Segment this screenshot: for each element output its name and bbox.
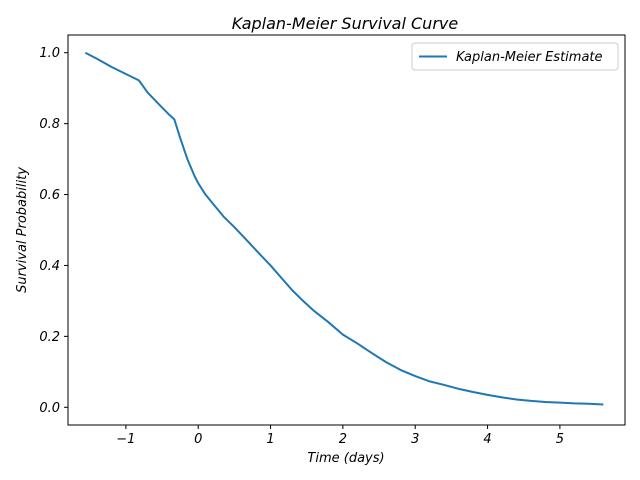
legend-box <box>411 42 619 71</box>
series-layer <box>84 51 604 406</box>
y-tick-label: 0.8 <box>39 117 60 132</box>
legend-label: Kaplan-Meier Estimate <box>456 50 603 65</box>
y-tick-label: 0.6 <box>39 188 60 203</box>
y-axis-ticks: 0.0 0.2 0.4 0.6 0.8 1.0 <box>39 46 68 416</box>
x-tick-label: 4 <box>483 432 491 447</box>
x-tick-label: −1 <box>116 432 135 447</box>
x-tick-label: 2 <box>339 432 347 447</box>
x-tick-label: 3 <box>411 432 419 447</box>
y-tick-label: 0.4 <box>39 259 60 274</box>
chart-title: Kaplan-Meier Survival Curve <box>232 14 459 33</box>
legend: Kaplan-Meier Estimate <box>411 42 619 71</box>
plot-area <box>67 34 626 426</box>
x-tick-label: 1 <box>266 432 274 447</box>
x-tick-label: 0 <box>194 432 202 447</box>
y-tick-label: 0.2 <box>39 330 60 345</box>
y-tick-label: 0.0 <box>39 401 60 416</box>
x-axis-ticks: −1 0 1 2 3 4 5 <box>116 425 564 447</box>
series-line <box>84 51 604 406</box>
x-tick-label: 5 <box>556 432 564 447</box>
y-tick-label: 1.0 <box>39 46 60 61</box>
x-axis-label: Time (days) <box>307 451 384 466</box>
y-axis-label: Survival Probability <box>15 167 30 293</box>
